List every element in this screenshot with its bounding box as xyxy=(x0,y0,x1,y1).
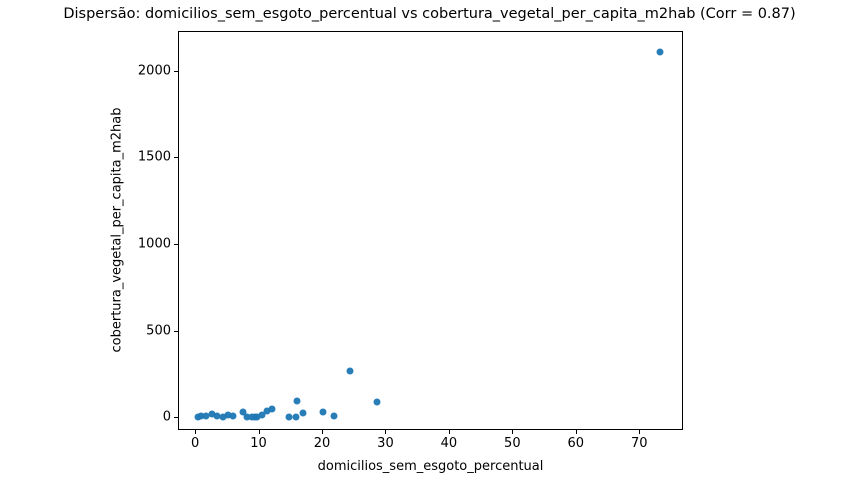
data-point xyxy=(202,412,210,420)
data-point xyxy=(299,409,307,417)
plot-area xyxy=(178,31,683,430)
y-axis-label: cobertura_vegetal_per_capita_m2hab xyxy=(109,107,125,353)
data-point xyxy=(293,397,301,405)
x-tick-label: 10 xyxy=(250,436,267,451)
x-tick-mark xyxy=(448,430,450,434)
x-tick-mark xyxy=(639,430,641,434)
data-point xyxy=(229,412,237,420)
x-tick-mark xyxy=(195,430,197,434)
chart-title: Dispersão: domicilios_sem_esgoto_percent… xyxy=(63,6,796,22)
data-point xyxy=(285,413,293,421)
data-point xyxy=(373,398,381,406)
data-point xyxy=(656,48,664,56)
y-tick-label: 0 xyxy=(162,409,171,425)
x-tick-label: 20 xyxy=(313,436,331,451)
y-tick-label: 2000 xyxy=(137,63,171,79)
x-tick-mark xyxy=(322,430,323,434)
y-tick-mark xyxy=(174,330,178,332)
y-tick-label: 500 xyxy=(146,323,171,339)
x-tick-mark xyxy=(258,430,260,434)
data-point xyxy=(208,410,216,418)
y-tick-mark xyxy=(174,70,178,72)
x-tick-mark xyxy=(385,430,387,434)
data-point xyxy=(292,413,300,421)
y-tick-label: 1000 xyxy=(137,236,171,252)
x-tick-label: 40 xyxy=(440,436,458,451)
data-point xyxy=(330,412,338,420)
x-tick-label: 30 xyxy=(377,436,394,451)
x-tick-label: 50 xyxy=(504,436,521,451)
y-tick-mark xyxy=(174,157,178,159)
data-point xyxy=(239,408,247,416)
y-tick-mark xyxy=(174,417,178,419)
data-point xyxy=(346,367,354,375)
y-tick-label: 1500 xyxy=(137,149,171,165)
data-point xyxy=(258,411,266,419)
x-tick-label: 0 xyxy=(190,436,200,451)
x-tick-mark xyxy=(512,430,514,434)
data-point xyxy=(319,408,327,416)
data-point xyxy=(268,405,276,413)
data-point xyxy=(219,413,227,421)
data-point xyxy=(197,412,205,420)
data-point xyxy=(213,412,221,420)
data-point xyxy=(263,407,271,415)
x-axis-label: domicilios_sem_esgoto_percentual xyxy=(317,459,544,474)
x-tick-label: 60 xyxy=(567,436,585,451)
y-tick-mark xyxy=(174,244,178,246)
x-tick-mark xyxy=(575,430,577,434)
data-point xyxy=(253,413,261,421)
data-point xyxy=(224,411,232,419)
data-point xyxy=(243,413,251,421)
x-tick-label: 70 xyxy=(630,436,648,451)
